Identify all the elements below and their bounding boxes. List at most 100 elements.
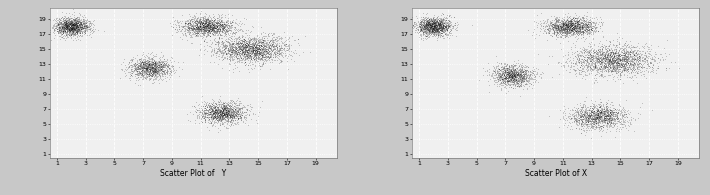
Point	[72, 21, 84, 24]
Point	[615, 73, 626, 76]
Point	[515, 71, 527, 74]
Point	[582, 45, 594, 48]
Point	[263, 49, 275, 52]
Point	[257, 56, 268, 59]
Point	[288, 51, 300, 54]
Point	[518, 79, 530, 82]
Point	[234, 37, 245, 41]
Point	[539, 20, 550, 23]
Point	[197, 27, 209, 30]
Point	[53, 31, 65, 35]
Point	[210, 111, 222, 114]
Point	[618, 73, 630, 76]
Point	[604, 51, 616, 54]
Point	[601, 50, 612, 53]
Point	[198, 25, 209, 28]
Point	[180, 24, 192, 27]
Point	[502, 74, 513, 77]
Point	[410, 29, 422, 32]
Point	[569, 31, 580, 34]
Point	[421, 19, 432, 22]
Point	[516, 81, 528, 84]
Point	[135, 61, 146, 64]
Point	[199, 115, 210, 118]
Point	[521, 69, 532, 72]
Point	[589, 123, 600, 126]
Point	[587, 21, 599, 24]
Point	[569, 23, 581, 27]
Point	[145, 67, 156, 71]
Point	[425, 21, 437, 24]
Point	[145, 77, 156, 80]
Point	[576, 112, 587, 115]
Point	[244, 47, 255, 50]
Point	[200, 119, 211, 122]
Point	[415, 21, 427, 24]
Point	[143, 66, 155, 69]
Point	[219, 101, 230, 104]
Point	[632, 59, 643, 62]
Point	[143, 63, 155, 66]
Point	[586, 60, 598, 63]
Point	[572, 19, 583, 22]
Point	[577, 115, 589, 119]
Point	[434, 23, 445, 27]
Point	[618, 68, 630, 72]
Point	[579, 48, 590, 51]
Point	[157, 77, 168, 80]
Point	[439, 25, 451, 28]
Point	[564, 23, 575, 26]
Point	[66, 24, 77, 27]
Point	[565, 27, 577, 30]
Point	[219, 105, 230, 108]
Point	[182, 21, 194, 25]
Point	[501, 72, 512, 75]
Point	[567, 26, 578, 29]
Point	[574, 18, 586, 21]
Point	[429, 27, 440, 30]
Point	[574, 50, 585, 53]
Point	[413, 27, 424, 30]
Point	[570, 120, 581, 123]
Point	[545, 20, 557, 24]
Point	[507, 77, 518, 80]
Point	[501, 79, 512, 82]
Point	[69, 23, 80, 26]
Point	[611, 64, 622, 67]
Point	[545, 25, 557, 28]
Point	[577, 24, 588, 27]
Point	[575, 22, 586, 25]
Point	[556, 29, 567, 32]
Point	[611, 50, 622, 53]
Point	[230, 48, 241, 51]
Point	[415, 27, 427, 30]
Point	[608, 110, 620, 113]
Point	[131, 66, 143, 69]
Point	[148, 71, 159, 74]
Point	[198, 25, 209, 28]
Point	[62, 25, 74, 28]
Point	[67, 23, 79, 26]
Point	[223, 111, 234, 114]
Point	[561, 23, 572, 26]
Point	[592, 48, 604, 51]
Point	[243, 39, 254, 42]
Point	[209, 20, 220, 23]
Point	[256, 51, 267, 54]
Point	[563, 27, 574, 30]
Point	[593, 116, 604, 120]
Point	[141, 67, 152, 70]
Point	[190, 27, 202, 30]
Point	[631, 65, 643, 68]
Point	[577, 117, 589, 121]
Point	[272, 48, 283, 51]
Point	[596, 48, 608, 51]
Point	[586, 28, 598, 32]
Point	[559, 27, 571, 31]
Point	[552, 28, 563, 31]
Point	[591, 119, 602, 122]
Point	[427, 31, 438, 34]
Point	[161, 62, 173, 65]
Point	[649, 58, 660, 61]
Point	[499, 71, 510, 74]
